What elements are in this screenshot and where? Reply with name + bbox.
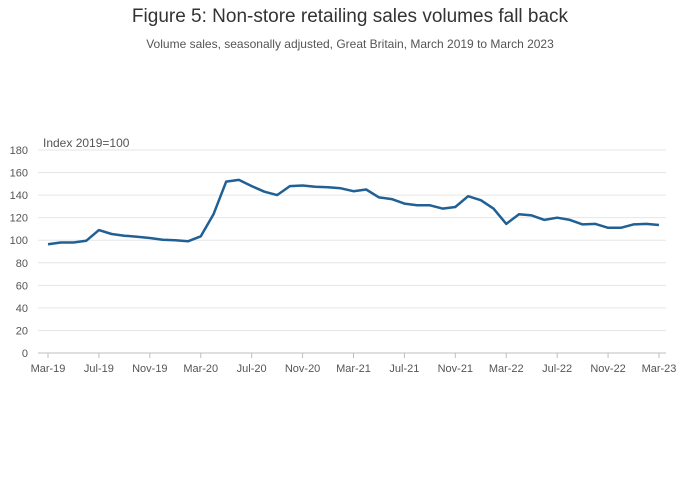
x-tick-label: Nov-21 [438, 363, 473, 375]
y-tick-label: 180 [10, 145, 28, 157]
y-axis-label: Index 2019=100 [43, 136, 130, 150]
y-tick-label: 0 [22, 348, 28, 360]
x-tick-label: Mar-21 [336, 363, 371, 375]
y-axis-ticks: 0 20 40 60 80 100 120 140 160 180 [10, 145, 28, 360]
gridlines [38, 149, 666, 354]
y-tick-label: 40 [16, 303, 28, 315]
y-tick-label: 120 [10, 213, 28, 225]
x-tick-label: Nov-19 [132, 363, 167, 375]
series-group [47, 178, 660, 246]
x-tick-label: Nov-20 [285, 363, 320, 375]
x-tick-label: Jul-19 [84, 363, 114, 375]
x-tick-label: Jul-20 [237, 363, 267, 375]
y-tick-label: 100 [10, 235, 28, 247]
x-tick-label: Mar-20 [183, 363, 218, 375]
x-tick-label: Nov-22 [590, 363, 625, 375]
y-tick-label: 80 [16, 258, 28, 270]
x-axis-ticks: Mar-19 Jul-19 Nov-19 Mar-20 Jul-20 Nov-20 Mar-… [31, 353, 677, 375]
x-tick-label: Jul-21 [389, 363, 419, 375]
y-tick-label: 140 [10, 190, 28, 202]
chart-title: Figure 5: Non-store retailing sales volu… [131, 6, 569, 27]
y-tick-label: 160 [10, 168, 28, 180]
chart-subtitle: Volume sales, seasonally adjusted, Great… [146, 37, 554, 51]
series-line [47, 178, 660, 246]
y-tick-label: 60 [16, 280, 28, 292]
x-tick-label: Jul-22 [542, 363, 572, 375]
x-tick-label: Mar-23 [642, 363, 677, 375]
x-tick-label: Mar-22 [489, 363, 524, 375]
y-tick-label: 20 [16, 325, 28, 337]
x-tick-label: Mar-19 [31, 363, 66, 375]
